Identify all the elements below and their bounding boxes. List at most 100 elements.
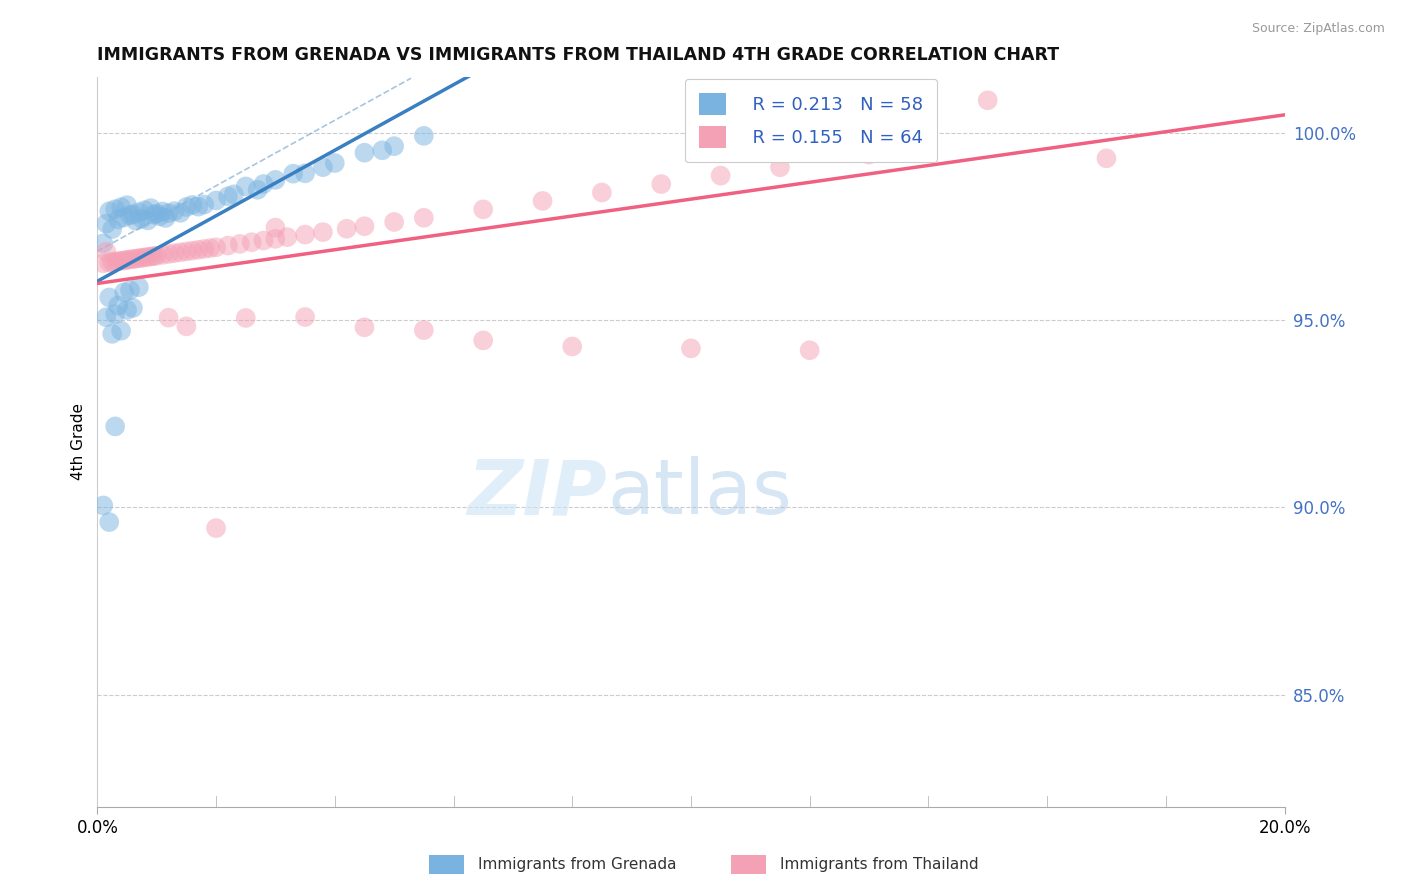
Point [187, 200, 209, 214]
Text: Immigrants from Grenada: Immigrants from Grenada [478, 857, 676, 872]
Point [336, 221, 359, 235]
Point [312, 160, 335, 174]
Point [157, 247, 180, 261]
Point [128, 205, 150, 219]
Point [145, 249, 167, 263]
Point [157, 206, 180, 220]
Point [128, 280, 150, 294]
Point [181, 244, 204, 258]
Point [382, 215, 405, 229]
Point [125, 252, 148, 266]
Point [122, 301, 145, 315]
Point [104, 254, 127, 268]
Point [118, 208, 141, 222]
Point [650, 177, 672, 191]
Point [125, 213, 148, 227]
Point [679, 342, 702, 356]
Point [235, 310, 257, 325]
Point [353, 219, 375, 234]
Point [152, 204, 174, 219]
Point [264, 232, 287, 246]
Point [91, 256, 114, 270]
Point [98, 255, 121, 269]
Point [710, 169, 733, 183]
Point [101, 222, 124, 236]
Point [283, 167, 305, 181]
Point [353, 145, 375, 160]
Point [561, 339, 583, 353]
Point [198, 241, 221, 255]
Point [104, 202, 127, 217]
Point [1095, 151, 1118, 165]
Text: atlas: atlas [607, 456, 793, 530]
Point [1184, 7, 1206, 21]
Point [96, 310, 118, 325]
Point [115, 303, 138, 318]
Point [91, 236, 114, 251]
Point [110, 324, 132, 338]
Point [96, 217, 118, 231]
Point [91, 499, 114, 513]
Point [98, 290, 121, 304]
Point [155, 211, 177, 225]
Point [176, 200, 198, 214]
Point [591, 186, 613, 200]
Point [139, 201, 162, 215]
Point [176, 319, 198, 334]
Point [1243, 18, 1265, 32]
Legend:   R = 0.213   N = 58,   R = 0.155   N = 64: R = 0.213 N = 58, R = 0.155 N = 64 [685, 78, 938, 162]
Point [131, 251, 153, 265]
Point [110, 253, 132, 268]
Point [98, 204, 121, 219]
Point [134, 203, 156, 218]
Point [131, 211, 153, 226]
Point [264, 220, 287, 235]
Point [412, 323, 434, 337]
Point [205, 194, 228, 208]
Point [264, 173, 287, 187]
Point [193, 197, 215, 211]
Point [145, 206, 167, 220]
Point [531, 194, 554, 208]
Point [157, 310, 180, 325]
Point [187, 243, 209, 257]
Point [101, 326, 124, 341]
Point [246, 183, 269, 197]
Point [294, 310, 316, 324]
Point [149, 209, 172, 223]
Point [118, 252, 141, 267]
Point [98, 515, 121, 529]
Point [136, 250, 159, 264]
Point [294, 227, 316, 242]
Point [112, 285, 135, 300]
Point [382, 139, 405, 153]
Point [122, 207, 145, 221]
Point [134, 251, 156, 265]
Point [128, 251, 150, 265]
Point [229, 236, 252, 251]
Point [181, 198, 204, 212]
Point [252, 234, 274, 248]
Point [104, 419, 127, 434]
Point [294, 166, 316, 180]
Point [412, 128, 434, 143]
Text: Source: ZipAtlas.com: Source: ZipAtlas.com [1251, 22, 1385, 36]
Point [235, 179, 257, 194]
Point [276, 230, 298, 244]
Point [252, 177, 274, 191]
Point [142, 208, 165, 222]
Point [222, 187, 245, 202]
Point [312, 225, 335, 239]
Point [115, 252, 138, 267]
Point [217, 238, 239, 252]
Point [163, 204, 186, 219]
Point [217, 189, 239, 203]
Point [104, 307, 127, 321]
Point [139, 250, 162, 264]
Point [107, 212, 129, 227]
Point [193, 242, 215, 256]
Point [152, 248, 174, 262]
Point [205, 240, 228, 254]
Point [169, 245, 191, 260]
Point [107, 299, 129, 313]
